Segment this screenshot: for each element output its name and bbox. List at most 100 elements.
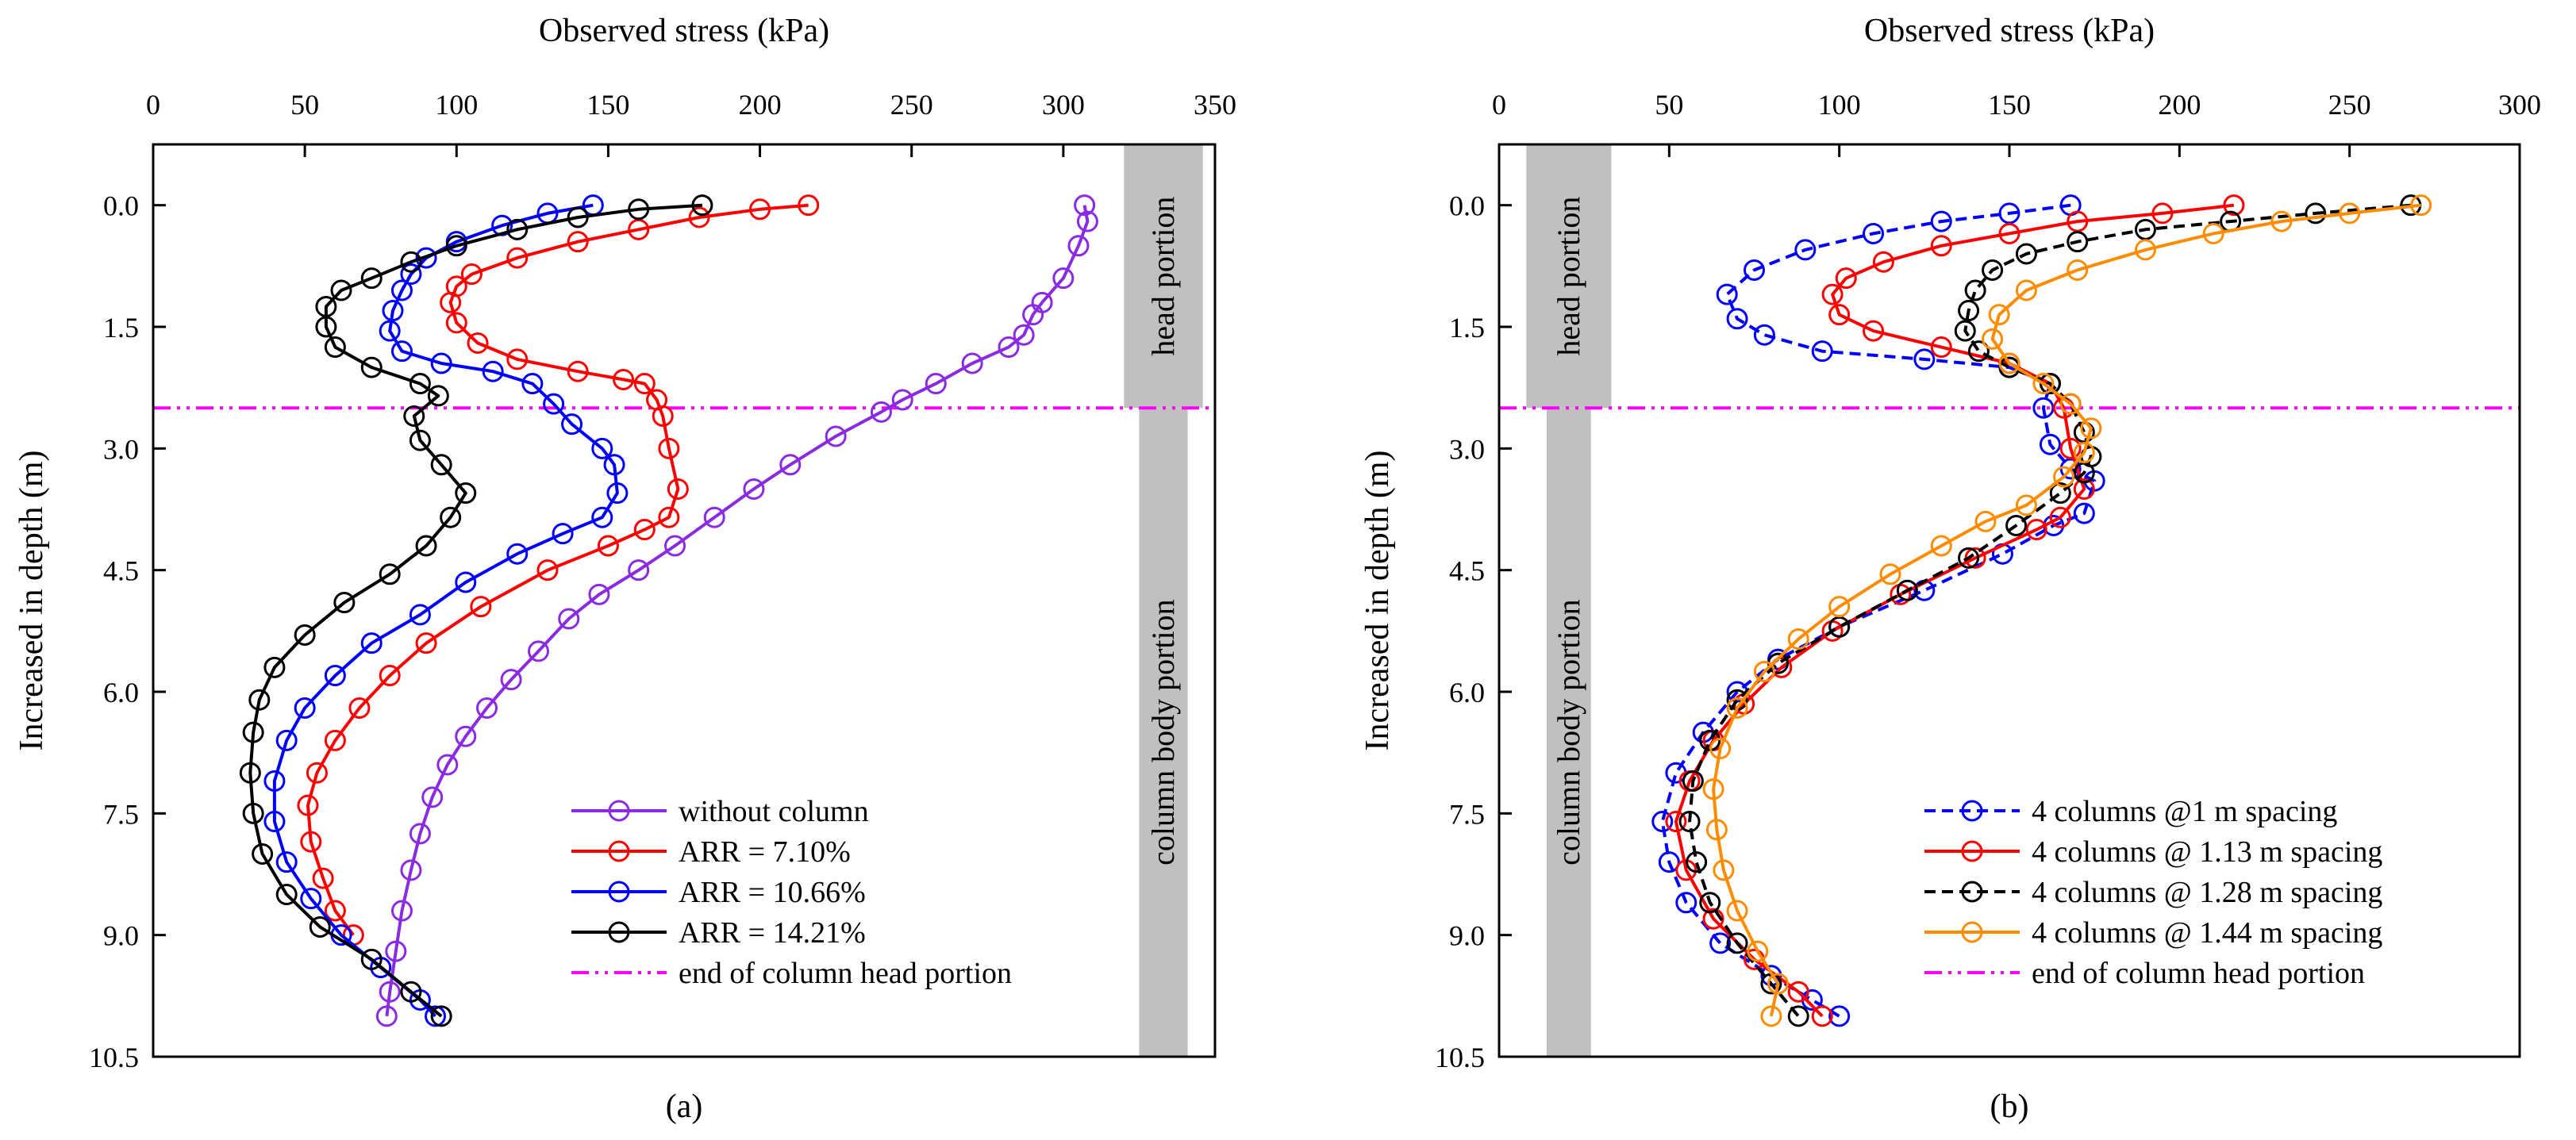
data-point [300,888,322,910]
y-tick-label: 4.5 [1449,555,1485,587]
legend-label: 4 columns @1 m spacing [2032,795,2337,828]
band-1 [1139,408,1188,1057]
data-point [1982,328,2004,350]
data-point [1767,973,1790,995]
data-point [1682,770,1704,792]
data-point [2270,210,2293,232]
data-point [275,729,298,751]
data-point [382,300,404,322]
data-point [1828,616,1851,638]
y-tick-label: 6.0 [1449,677,1485,708]
data-point [1930,210,1952,232]
data-point [2059,437,2082,459]
y-tick-label: 7.5 [1449,798,1485,830]
data-point [606,482,629,505]
data-point [1930,235,1952,257]
series-0 [375,194,1098,1027]
data-point [1998,202,2020,225]
y-tick-label: 4.5 [103,555,139,587]
data-point [2032,397,2055,419]
data-point [2005,514,2028,536]
data-point [528,640,550,662]
series-line [1712,203,2421,1017]
data-point [506,348,529,370]
data-point [2015,494,2037,516]
data-point [390,900,413,922]
data-point [400,251,422,273]
data-point [430,1005,452,1027]
series-0 [1651,194,2105,1027]
legend-label: 4 columns @ 1.28 m spacing [2032,876,2382,909]
data-point [628,198,650,221]
data-point [427,385,449,407]
data-point [324,665,346,687]
series-line [385,205,1090,1017]
data-point [400,859,422,881]
data-point [1067,235,1090,257]
data-point [312,867,334,889]
data-point [1930,336,1952,359]
data-point [2049,506,2071,528]
legend-item: 4 columns @ 1.13 m spacing [1924,835,2382,869]
data-point [2410,194,2432,217]
data-point [1794,239,1817,261]
data-point [275,851,298,873]
data-point [333,592,356,614]
data-point [455,725,477,747]
data-point [324,336,346,359]
plot-frame [152,143,1217,1058]
data-point [375,1005,398,1027]
x-tick-label: 150 [586,89,629,121]
data-point [400,263,422,286]
data-point [1658,851,1680,873]
data-point [628,218,650,240]
x-tick-label: 300 [2498,89,2541,121]
data-point [506,247,529,269]
data-point [2073,502,2095,524]
y-tick-label: 3.0 [1449,433,1485,465]
legend-label: 4 columns @ 1.13 m spacing [2032,835,2382,869]
legend-label: ARR = 10.66% [679,876,866,909]
y-tick-label: 6.0 [103,677,139,708]
legend-item: end of column head portion [571,957,1012,990]
data-point [1998,352,2020,374]
data-point [628,559,650,582]
data-point [2080,417,2102,439]
series-1 [297,194,820,946]
x-tick-label: 150 [1988,89,2031,121]
band-0 [1124,144,1203,409]
data-point [870,401,892,423]
data-point [2134,218,2156,240]
data-point [1675,892,1697,914]
data-point [1052,267,1075,290]
data-point [506,543,529,565]
data-point [1828,596,1851,618]
data-point [390,340,413,363]
data-point [239,762,261,784]
band-label: column body portion [1551,599,1586,866]
data-point [1811,1005,1833,1027]
data-point [1726,900,1748,922]
data-point [2039,433,2061,455]
data-point [415,632,437,654]
band-label: head portion [1145,197,1181,356]
legend-item: 4 columns @ 1.28 m spacing [1924,876,2382,909]
data-point [1974,510,1997,532]
data-point [306,762,328,784]
data-point [1967,340,1990,363]
legend-item: 4 columns @ 1.44 m spacing [1924,916,2382,950]
data-point [263,811,286,833]
data-point [2073,462,2095,484]
data-point [348,697,371,719]
data-point [1896,579,1918,601]
series-line [306,203,809,936]
data-point [521,373,544,395]
series-3 [1702,194,2432,1027]
data-point [275,884,298,906]
data-point [2032,373,2055,395]
data-point [506,218,529,240]
data-point [476,697,498,719]
data-point [409,823,431,845]
data-point [1747,940,1769,962]
data-point [1954,320,1976,342]
